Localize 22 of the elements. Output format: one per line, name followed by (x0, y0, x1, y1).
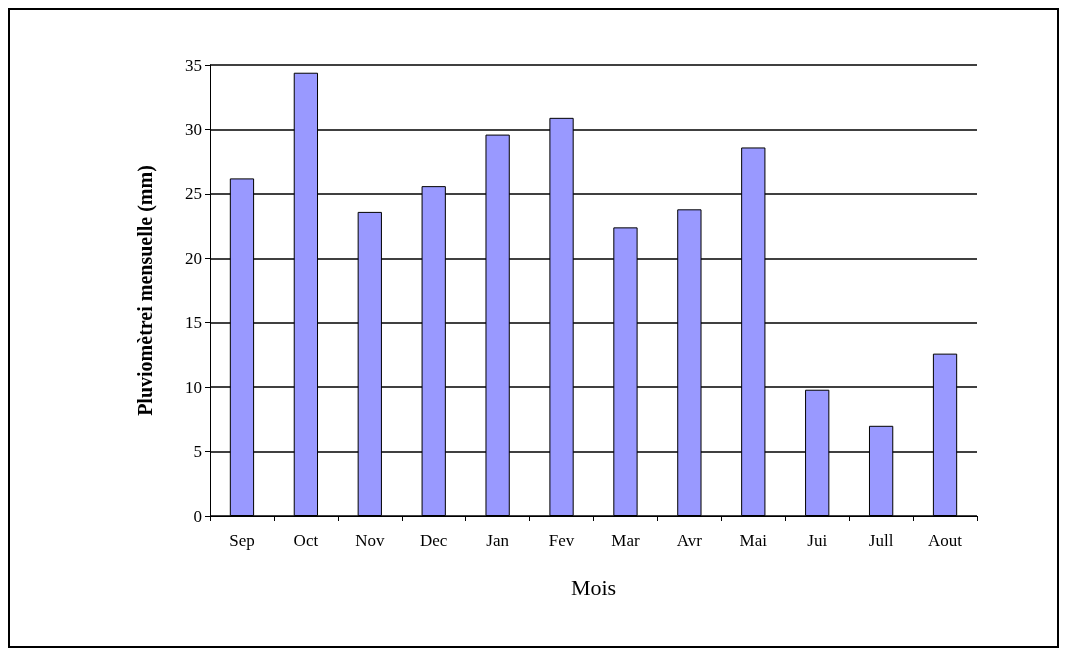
x-tick-label: Jull (868, 531, 894, 550)
x-tick-label: Fev (548, 531, 575, 550)
y-tick-label: 10 (185, 377, 202, 397)
y-tick-label: 30 (185, 119, 202, 139)
x-tick-label: Sep (229, 531, 255, 550)
x-tick-label: Avr (676, 531, 703, 550)
y-tick-label: 5 (193, 442, 202, 462)
y-tick-label: 15 (185, 313, 202, 333)
x-tick-label: Jan (486, 531, 510, 550)
y-axis-title: Pluviomètrei mensuelle (mm) (134, 165, 157, 416)
x-tick-label: Dec (420, 531, 448, 550)
y-tick-label: 20 (185, 248, 202, 268)
y-tick-label: 25 (185, 184, 202, 204)
x-axis-title: Mois (570, 574, 617, 600)
x-tick-label: Jui (807, 531, 828, 550)
y-tick-label: 0 (193, 506, 202, 526)
x-tick-label: Oct (293, 531, 319, 550)
x-tick-label: Mar (611, 531, 640, 550)
x-tick-label: Nov (355, 531, 385, 550)
x-tick-label: Aout (928, 531, 963, 550)
y-tick-label: 35 (185, 55, 202, 75)
x-tick-label: Mai (739, 531, 768, 550)
